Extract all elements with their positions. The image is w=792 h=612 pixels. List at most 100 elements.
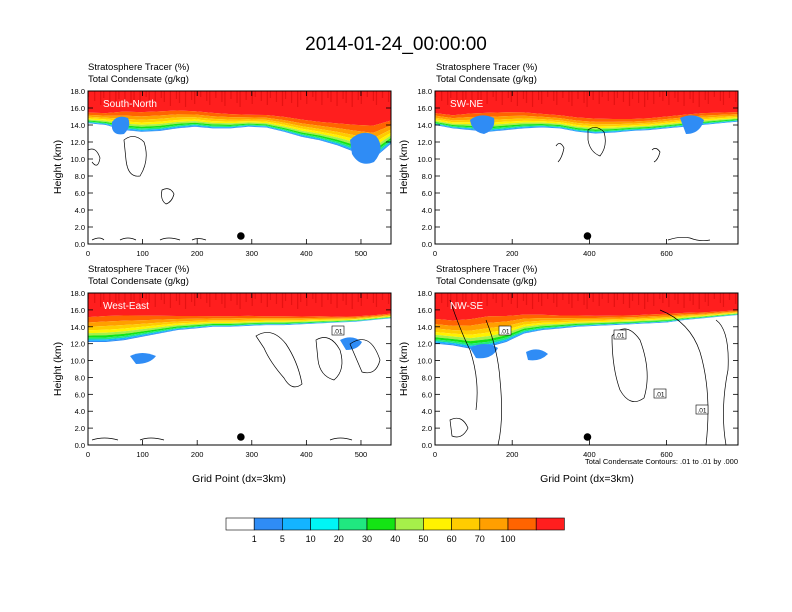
tracer-streak: [601, 293, 603, 299]
tracer-streak: [103, 293, 105, 300]
tracer-streak: [598, 293, 600, 306]
colorbar-label: 100: [500, 534, 515, 544]
tracer-streak: [538, 91, 540, 100]
tracer-streak: [435, 293, 437, 299]
tracer-streak: [236, 91, 238, 103]
colorbar-swatch: [310, 517, 340, 531]
tracer-streak: [510, 91, 512, 102]
panel-nw-se: Stratosphere Tracer (%) Total Condensate…: [398, 264, 739, 485]
colorbar-label: 30: [362, 534, 372, 544]
tracer-streak: [88, 91, 90, 97]
condensate-contour: [485, 319, 502, 445]
panel-label: NW-SE: [450, 301, 483, 312]
x-tick-label: 100: [136, 450, 149, 459]
y-tick-label: 12.0: [70, 138, 85, 147]
tracer-streak: [522, 91, 525, 99]
tracer-streak: [312, 293, 314, 299]
tracer-streak: [375, 293, 378, 307]
tracer-streak: [531, 91, 534, 107]
tracer-streak: [607, 91, 609, 101]
tracer-streak: [291, 293, 293, 305]
tracer-streak: [538, 293, 540, 302]
tracer-streak: [480, 91, 482, 100]
figure-title: 2014-01-24_00:00:00: [305, 34, 487, 55]
tracer-streak: [224, 293, 226, 308]
tracer-streak: [100, 293, 102, 307]
tracer-streak: [507, 91, 509, 98]
tracer-streak: [163, 293, 165, 304]
tracer-streak: [556, 91, 558, 105]
tracer-streak: [525, 293, 528, 305]
tracer-streak: [628, 91, 631, 106]
colorbar-swatch: [338, 517, 368, 531]
tracer-streak: [553, 293, 555, 303]
tracer-streak: [510, 293, 512, 304]
colorbar-swatch: [225, 517, 255, 531]
tracer-streak: [495, 293, 497, 303]
panel-title-tracer: Stratosphere Tracer (%): [436, 264, 537, 275]
tracer-streak: [315, 91, 317, 101]
tracer-streak: [163, 91, 165, 102]
x-tick-label: 200: [191, 450, 204, 459]
x-tick-label: 500: [355, 450, 368, 459]
plot-area: [88, 91, 391, 244]
tracer-streak: [194, 293, 196, 306]
y-tick-label: 14.0: [70, 121, 85, 130]
tracer-streak: [586, 91, 588, 107]
contour-label-box: [331, 325, 345, 336]
tracer-streak: [154, 293, 156, 307]
tracer-streak: [486, 293, 488, 306]
contour-label: .01: [333, 329, 342, 336]
tracer-streak: [251, 91, 253, 104]
tracer-streak: [541, 91, 543, 104]
tracer-streak: [586, 293, 588, 309]
contour-note: Total Condensate Contours: .01 to .01 by…: [585, 457, 738, 466]
tracer-streak: [522, 293, 525, 301]
tracer-streak: [236, 293, 238, 305]
tracer-streak: [659, 293, 661, 299]
x-tick-label: 0: [86, 249, 90, 258]
tracer-streak: [291, 91, 293, 103]
tracer-streak: [330, 293, 332, 304]
location-marker: [583, 433, 592, 441]
tracer-streak: [357, 91, 359, 100]
condensate-contour: [88, 148, 101, 166]
tracer-streak: [592, 293, 594, 302]
tracer-streak: [638, 293, 640, 305]
tracer-streak: [692, 91, 694, 103]
tracer-band: [88, 293, 391, 334]
colorbar-swatch: [366, 517, 396, 531]
tracer-streak: [321, 293, 323, 307]
tracer-streak: [631, 91, 634, 99]
tracer-streak: [722, 293, 725, 307]
tracer-streak: [692, 293, 694, 305]
colorbar-swatch: [253, 517, 283, 531]
tracer-streak: [674, 91, 676, 98]
tracer-streak: [360, 293, 362, 306]
tracer-streak: [372, 91, 374, 101]
tracer-streak: [541, 293, 543, 306]
tracer-streak: [133, 91, 135, 100]
tracer-streak: [707, 91, 709, 104]
panel-title-condensate: Total Condensate (g/kg): [88, 276, 189, 287]
tracer-streak: [728, 293, 731, 300]
contour-label-box: [695, 404, 709, 415]
contour-label-box: [653, 388, 667, 399]
tracer-streak: [638, 91, 640, 103]
tracer-streak: [683, 91, 685, 106]
y-tick-label: 6.0: [422, 390, 432, 399]
tracer-band: [88, 293, 391, 327]
tracer-streak: [254, 91, 256, 97]
tracer-streak: [130, 91, 132, 107]
tracer-streak: [486, 91, 488, 104]
tracer-streak: [477, 91, 479, 107]
y-tick-label: 0.0: [422, 240, 432, 249]
x-tick-label: 0: [86, 450, 90, 459]
y-tick-label: 4.0: [75, 407, 85, 416]
y-tick-label: 4.0: [75, 206, 85, 215]
condensate-contour: [161, 188, 175, 205]
panel-south-north: Stratosphere Tracer (%) Total Condensate…: [52, 62, 392, 258]
tracer-band: [435, 91, 738, 133]
tracer-streak: [372, 293, 374, 303]
y-tick-label: 8.0: [75, 172, 85, 181]
